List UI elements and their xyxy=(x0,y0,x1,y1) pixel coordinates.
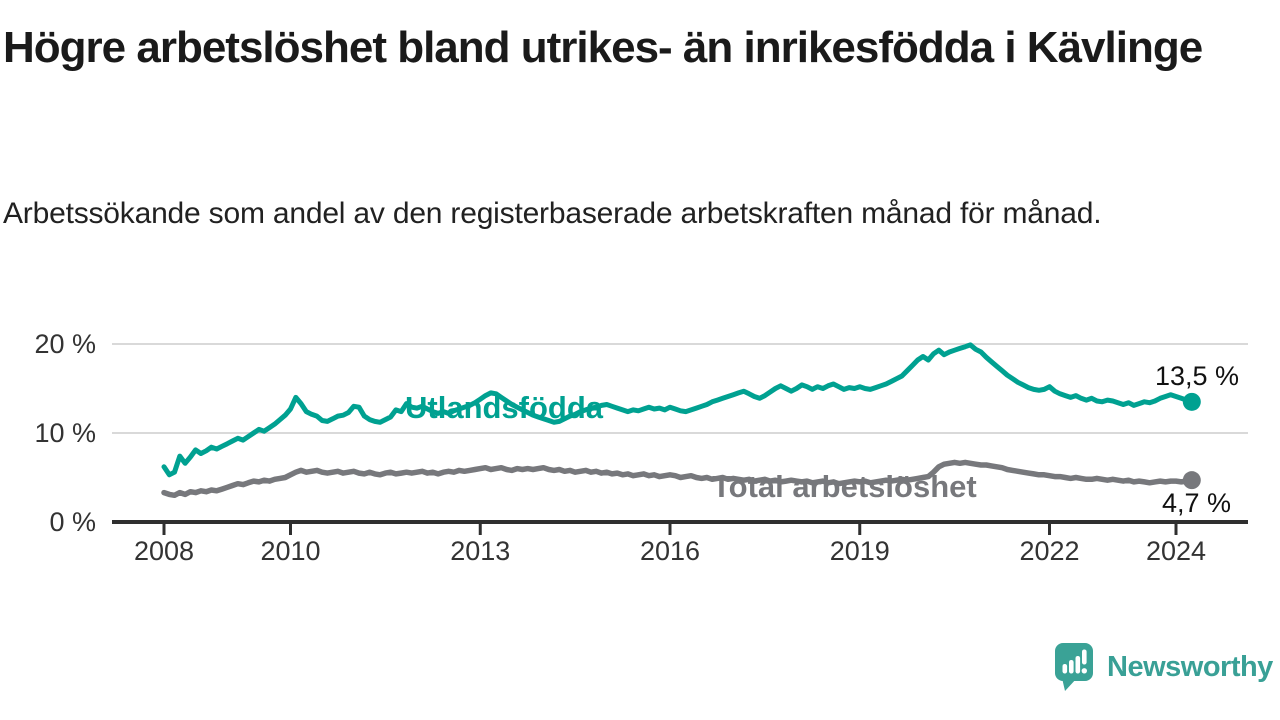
x-tick-label-2022: 2022 xyxy=(1019,536,1079,566)
newsworthy-bubble-icon xyxy=(1055,643,1093,691)
x-tick-label-2016: 2016 xyxy=(640,536,700,566)
x-tick-label-2024: 2024 xyxy=(1146,536,1206,566)
x-tick-label-2010: 2010 xyxy=(260,536,320,566)
end-point-dots xyxy=(1182,392,1201,490)
series-line-utlandsf-dda xyxy=(161,342,1195,478)
gridlines xyxy=(112,343,1248,434)
series-annotations: Utlandsfödda Total arbetslöshet 13,5 % 4… xyxy=(405,361,1239,518)
y-tick-label-10: 10 % xyxy=(34,418,96,448)
newsworthy-wordmark: Newsworthy xyxy=(1107,650,1273,683)
y-axis-labels: 0 % 10 % 20 % xyxy=(34,329,96,537)
series-label-total: Total arbetslöshet xyxy=(712,469,977,504)
unemployment-line-chart: 2008 2010 2013 2016 2019 2022 2024 0 % 10 % 20 %… xyxy=(34,329,1248,566)
series-line-total-arbetsl-shet xyxy=(161,459,1195,499)
end-value-total: 4,7 % xyxy=(1162,488,1231,518)
page-title: Högre arbetslöshet bland utrikes- än inr… xyxy=(3,23,1203,72)
y-tick-label-0: 0 % xyxy=(49,507,96,537)
x-tick-label-2013: 2013 xyxy=(450,536,510,566)
x-axis: 2008 2010 2013 2016 2019 2022 2024 xyxy=(112,520,1248,566)
series-lines xyxy=(161,342,1195,499)
end-value-utlandsfodda: 13,5 % xyxy=(1155,361,1239,391)
x-tick-label-2019: 2019 xyxy=(830,536,890,566)
series-label-utlandsfodda: Utlandsfödda xyxy=(405,390,604,425)
x-tick-label-2008: 2008 xyxy=(134,536,194,566)
end-dot-total-arbetsl-shet xyxy=(1182,471,1201,490)
end-dot-utlandsf-dda xyxy=(1182,392,1201,411)
chart-subtitle: Arbetssökande som andel av den registerb… xyxy=(3,197,1102,230)
y-tick-label-20: 20 % xyxy=(34,329,96,359)
newsworthy-logo: Newsworthy xyxy=(1054,642,1273,692)
